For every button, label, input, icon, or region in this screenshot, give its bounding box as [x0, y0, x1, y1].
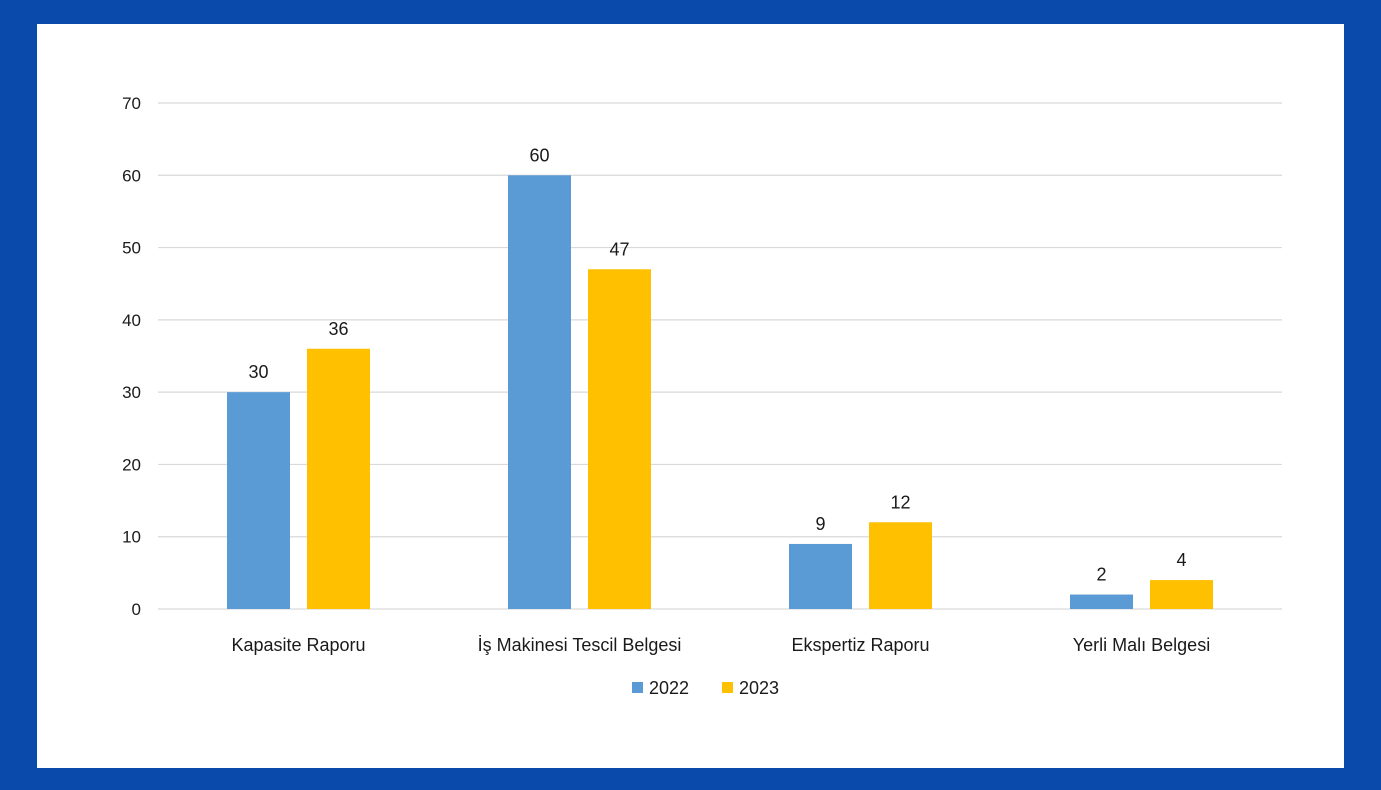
bar-chart: 0 10 20 30 40 50 60 70 30 36 60 47 9 12 2 4 Kapasite R…	[122, 94, 1282, 698]
x-category-label-3: Yerli Malı Belgesi	[1073, 635, 1210, 655]
x-category-label-1: İş Makinesi Tescil Belgesi	[478, 635, 682, 655]
bar-2022-2	[789, 543, 852, 609]
bar-2023-0	[307, 348, 370, 609]
bar-2023-2	[869, 522, 932, 609]
legend-label-2022: 2022	[649, 678, 689, 698]
y-tick-label-30: 30	[122, 383, 141, 402]
y-tick-label-50: 50	[122, 239, 141, 258]
legend: 2022 2023	[632, 678, 779, 698]
x-axis-categories: Kapasite Raporu İş Makinesi Tescil Belges…	[231, 635, 1210, 655]
data-label-2023-2: 12	[890, 492, 910, 512]
y-tick-label-0: 0	[132, 600, 141, 619]
y-tick-label-20: 20	[122, 455, 141, 474]
data-label-2022-0: 30	[248, 362, 268, 382]
legend-swatch-2023	[722, 682, 733, 693]
legend-swatch-2022	[632, 682, 643, 693]
chart-panel: 0 10 20 30 40 50 60 70 30 36 60 47 9 12 2 4 Kapasite R…	[37, 24, 1344, 768]
data-labels: 30 36 60 47 9 12 2 4	[248, 145, 1186, 584]
bar-2023-3	[1150, 580, 1213, 609]
data-label-2023-0: 36	[328, 319, 348, 339]
x-category-label-2: Ekspertiz Raporu	[791, 635, 929, 655]
bars	[227, 175, 1213, 610]
data-label-2023-3: 4	[1176, 550, 1186, 570]
legend-label-2023: 2023	[739, 678, 779, 698]
y-tick-label-10: 10	[122, 528, 141, 547]
y-tick-label-70: 70	[122, 94, 141, 113]
bar-2022-0	[227, 392, 290, 609]
x-category-label-0: Kapasite Raporu	[231, 635, 365, 655]
data-label-2023-1: 47	[609, 239, 629, 259]
bar-2023-1	[588, 269, 651, 609]
data-label-2022-1: 60	[529, 145, 549, 165]
bar-2022-3	[1070, 594, 1133, 609]
y-tick-label-40: 40	[122, 311, 141, 330]
data-label-2022-2: 9	[815, 514, 825, 534]
data-label-2022-3: 2	[1096, 565, 1106, 585]
bar-2022-1	[508, 175, 571, 610]
y-axis-ticks: 0 10 20 30 40 50 60 70	[122, 94, 141, 619]
y-tick-label-60: 60	[122, 166, 141, 185]
